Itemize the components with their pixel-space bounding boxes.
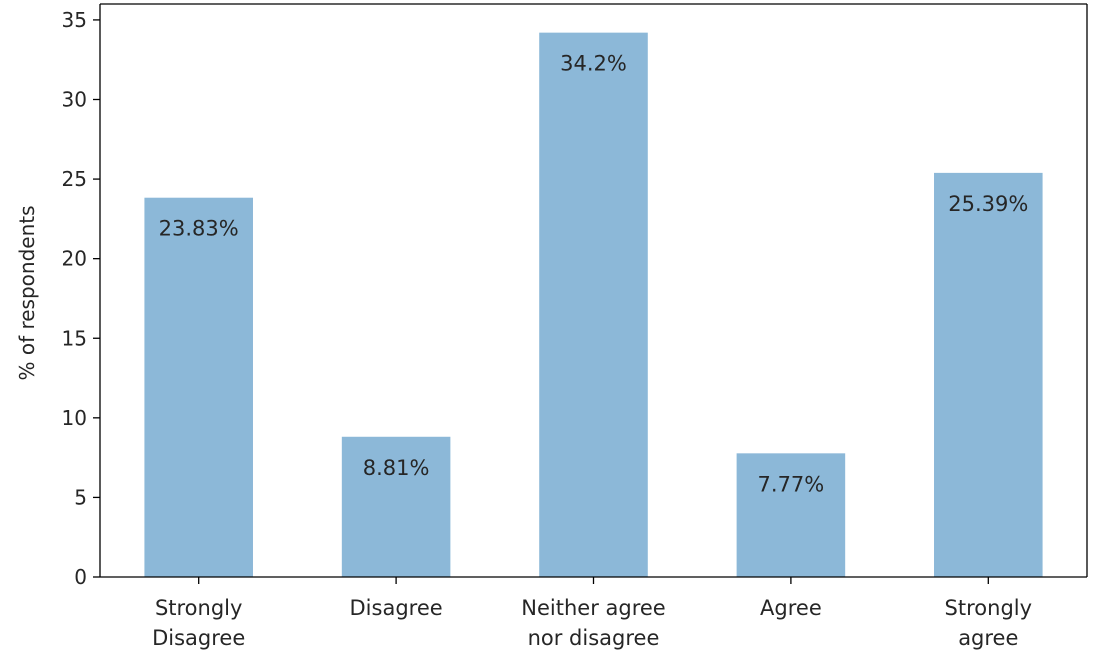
y-ticks-layer: 0 5 10 15 20 25 30 35	[62, 8, 100, 589]
bar	[144, 197, 253, 578]
data-label: 34.2%	[560, 52, 627, 76]
x-ticks-layer: Strongly Disagree Disagree Neither agree nor…	[152, 577, 1032, 650]
x-tick-label: Strongly Disagree	[152, 596, 245, 650]
y-tick-label: 0	[74, 565, 87, 589]
bars-layer	[144, 32, 1043, 578]
y-tick-label: 10	[62, 406, 87, 430]
x-tick-label: Neither agree nor disagree	[521, 596, 665, 650]
bar	[341, 436, 451, 577]
y-axis-label: % of respondents	[15, 205, 39, 380]
data-label: 25.39%	[948, 192, 1028, 216]
x-tick-label: Strongly agree	[945, 596, 1033, 650]
y-tick-label: 35	[62, 8, 87, 32]
y-tick-label: 25	[62, 167, 87, 191]
data-label: 8.81%	[363, 456, 430, 480]
x-tick-label: Agree	[760, 596, 822, 620]
y-tick-label: 30	[62, 88, 87, 112]
y-tick-label: 5	[74, 485, 87, 509]
x-tick-label: Disagree	[350, 596, 443, 620]
bar	[736, 453, 846, 577]
data-label: 7.77%	[758, 472, 825, 496]
bar	[539, 32, 648, 577]
y-tick-label: 15	[62, 326, 87, 350]
data-label: 23.83%	[159, 217, 239, 241]
y-tick-label: 20	[62, 247, 87, 271]
data-labels-layer: 23.83% 8.81% 34.2% 7.77% 25.39%	[159, 52, 1029, 497]
bar	[934, 172, 1043, 577]
